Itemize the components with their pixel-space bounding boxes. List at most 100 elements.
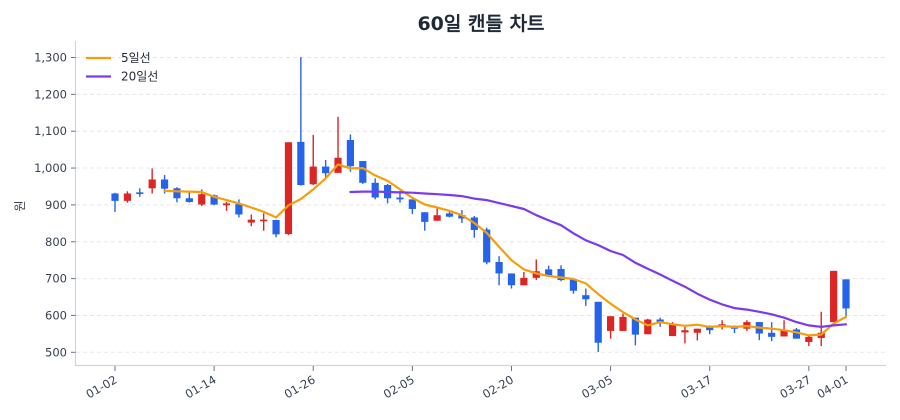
y-axis-label: 원 bbox=[13, 200, 27, 211]
ma5-line bbox=[163, 163, 848, 337]
candle-body bbox=[421, 212, 429, 222]
candle-up bbox=[148, 168, 156, 194]
candle-body bbox=[260, 219, 268, 222]
candle-body bbox=[631, 317, 639, 335]
moving-average-lines bbox=[163, 163, 848, 337]
candle-down bbox=[111, 192, 119, 212]
candle-body bbox=[693, 328, 701, 333]
candle-body bbox=[111, 193, 119, 201]
candle-body bbox=[842, 279, 850, 309]
candle-body bbox=[173, 188, 181, 199]
candle-down bbox=[631, 317, 639, 346]
candle-body bbox=[507, 273, 516, 286]
candle-down bbox=[569, 279, 578, 294]
candle-up bbox=[532, 259, 540, 281]
y-tick-label: 700 bbox=[45, 272, 67, 286]
candle-up bbox=[619, 313, 627, 331]
candle-up bbox=[830, 270, 838, 323]
candle-body bbox=[222, 203, 231, 206]
candle-body bbox=[148, 179, 156, 189]
candle-body bbox=[706, 326, 714, 331]
candle-body bbox=[210, 195, 218, 205]
candle-body bbox=[445, 213, 454, 217]
candle-body bbox=[185, 198, 193, 202]
candle-up bbox=[433, 208, 441, 221]
candle-body bbox=[433, 215, 441, 221]
candle-body bbox=[235, 204, 243, 215]
candle-body bbox=[495, 262, 503, 274]
y-tick-label: 1,100 bbox=[34, 124, 67, 138]
candle-body bbox=[668, 323, 677, 337]
candle-body bbox=[322, 166, 330, 174]
y-tick-label: 1,300 bbox=[34, 51, 67, 65]
candle-body bbox=[768, 332, 776, 337]
candle-body bbox=[792, 329, 801, 339]
candle-body bbox=[582, 295, 590, 300]
candle-body bbox=[594, 301, 602, 343]
candle-down bbox=[322, 159, 330, 179]
candle-up bbox=[260, 213, 268, 231]
candle-down bbox=[408, 199, 416, 215]
candle-up bbox=[520, 271, 528, 286]
candle-up bbox=[780, 320, 788, 337]
candle-up bbox=[681, 326, 689, 344]
candle-body bbox=[272, 220, 280, 235]
y-tick-label: 600 bbox=[45, 308, 67, 322]
y-tick-label: 1,200 bbox=[34, 87, 67, 101]
axes bbox=[74, 41, 886, 367]
candle-down bbox=[359, 161, 367, 184]
gridlines bbox=[76, 57, 886, 353]
candle-body bbox=[619, 316, 627, 331]
candle-body bbox=[780, 330, 788, 337]
candle-down bbox=[842, 279, 850, 319]
candle-down bbox=[272, 219, 280, 238]
candle-body bbox=[247, 219, 255, 223]
candle-body bbox=[805, 336, 813, 342]
candle-up bbox=[309, 134, 317, 186]
candle-body bbox=[520, 277, 528, 286]
candle-body bbox=[408, 199, 416, 209]
candle-body bbox=[297, 141, 305, 186]
candle-down bbox=[421, 212, 429, 231]
ma20-line bbox=[349, 190, 848, 328]
candle-body bbox=[346, 140, 355, 167]
candle-body bbox=[160, 179, 169, 189]
candle-up bbox=[222, 201, 231, 211]
candle-up bbox=[284, 142, 293, 236]
candle-down bbox=[582, 288, 590, 306]
candle-down bbox=[594, 301, 602, 352]
candle-body bbox=[656, 319, 664, 323]
candle-up bbox=[247, 214, 255, 227]
y-tick-label: 800 bbox=[45, 235, 67, 249]
candle-down bbox=[507, 273, 516, 289]
legend: 5일선 20일선 bbox=[86, 51, 158, 84]
candle-body bbox=[557, 269, 565, 281]
chart-title: 60일 캔들 차트 bbox=[417, 13, 544, 35]
candle-body bbox=[123, 193, 131, 201]
candle-body bbox=[198, 194, 206, 205]
candle-down bbox=[768, 322, 776, 342]
candle-body bbox=[830, 270, 838, 323]
candle-up bbox=[644, 318, 652, 335]
candle-body bbox=[644, 319, 652, 335]
candle-body bbox=[607, 316, 615, 331]
candle-body bbox=[136, 192, 144, 194]
candle-down bbox=[346, 134, 355, 172]
candle-up bbox=[805, 335, 813, 347]
candle-body bbox=[545, 269, 553, 276]
candle-body bbox=[284, 142, 293, 235]
candle-up bbox=[693, 328, 701, 341]
legend-ma5-label: 5일선 bbox=[121, 51, 151, 65]
candle-body bbox=[396, 197, 404, 200]
candle-down bbox=[173, 187, 181, 203]
y-tick-label: 500 bbox=[45, 345, 67, 359]
candle-body bbox=[309, 166, 317, 185]
candle-up bbox=[607, 316, 615, 339]
legend-ma20-label: 20일선 bbox=[121, 70, 158, 84]
candle-body bbox=[532, 271, 540, 278]
candle-body bbox=[483, 229, 491, 263]
y-tick-label: 900 bbox=[45, 198, 67, 212]
candle-up bbox=[123, 191, 131, 203]
